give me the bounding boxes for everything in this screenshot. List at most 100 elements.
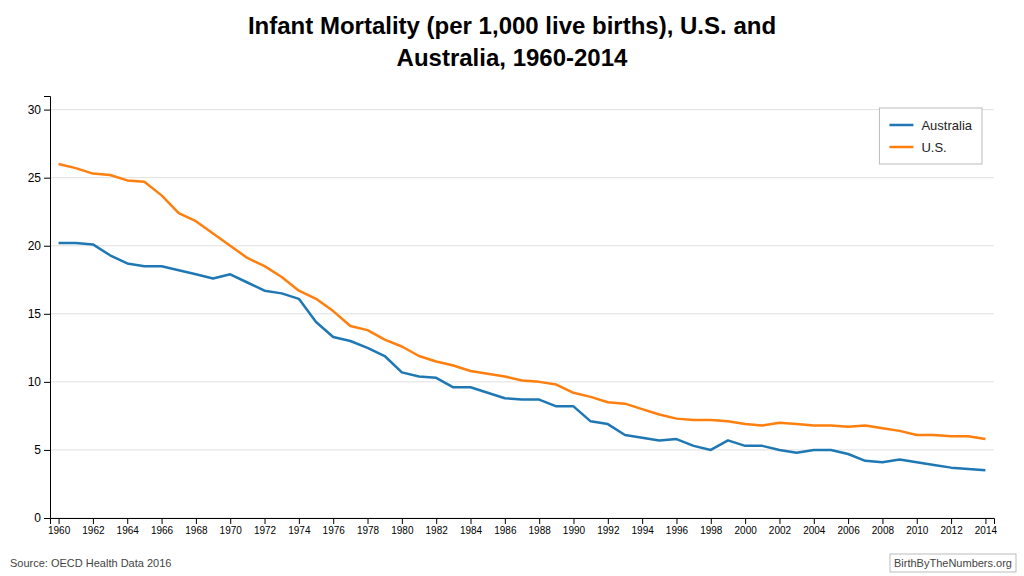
x-tick-label: 1988	[529, 525, 552, 536]
x-tick: 1974	[288, 518, 311, 536]
x-tick-mark	[299, 518, 300, 524]
x-tick-label: 1992	[597, 525, 620, 536]
x-tick-mark	[848, 518, 849, 524]
source: Source: OECD Health Data 2016	[10, 557, 171, 569]
x-tick: 2006	[837, 518, 860, 536]
x-tick-mark	[951, 518, 952, 524]
legend-swatch	[889, 124, 913, 127]
x-tick-label: 1964	[117, 525, 140, 536]
x-tick-label: 1982	[426, 525, 449, 536]
grid-line	[50, 245, 994, 246]
x-tick-mark	[814, 518, 815, 524]
legend-item: Australia	[889, 118, 972, 133]
title: Infant Mortality (per 1,000 live births)…	[248, 12, 776, 39]
y-axis: 051015202530	[28, 97, 51, 526]
x-tick-label: 2012	[940, 525, 963, 536]
x-tick-mark	[573, 518, 574, 524]
x-tick: 2008	[872, 518, 895, 536]
y-tick: 15	[28, 307, 50, 321]
x-axis: 1960 1962 1964 1966 1968 1970 1972 1974 1976 1978…	[48, 518, 998, 536]
x-tick: 2010	[906, 518, 929, 536]
x-tick-label: 2010	[906, 525, 929, 536]
x-tick-mark	[162, 518, 163, 524]
x-tick: 2002	[769, 518, 792, 536]
y-tick-label: 30	[28, 103, 42, 117]
x-tick-label: 1976	[323, 525, 346, 536]
x-tick-mark	[539, 518, 540, 524]
subtitle: Australia, 1960-2014	[397, 44, 628, 71]
x-tick-label: 2014	[975, 525, 998, 536]
x-tick: 2014	[975, 518, 998, 536]
x-tick-mark	[402, 518, 403, 524]
legend: Australia U.S.	[879, 108, 982, 164]
legend-item: U.S.	[889, 140, 946, 155]
x-tick: 1998	[700, 518, 723, 536]
x-tick-mark	[985, 518, 986, 524]
x-tick-mark	[127, 518, 128, 524]
x-tick-label: 1980	[391, 525, 414, 536]
y-tick-label: 0	[34, 511, 41, 525]
x-tick: 1962	[82, 518, 105, 536]
y-tick-mark	[44, 450, 50, 451]
x-axis-line	[51, 519, 995, 525]
legend-label: U.S.	[921, 140, 946, 155]
y-tick-mark	[44, 110, 50, 111]
y-tick-mark	[44, 382, 50, 383]
x-tick-mark	[917, 518, 918, 524]
x-tick: 1964	[117, 518, 140, 536]
y-tick-mark	[44, 518, 50, 519]
x-tick-label: 1972	[254, 525, 277, 536]
x-tick-label: 2000	[735, 525, 758, 536]
x-tick: 1988	[529, 518, 552, 536]
x-tick-label: 1994	[632, 525, 655, 536]
x-tick-mark	[59, 518, 60, 524]
x-tick-mark	[93, 518, 94, 524]
x-tick-label: 2004	[803, 525, 826, 536]
x-tick-label: 1966	[151, 525, 174, 536]
x-tick-mark	[608, 518, 609, 524]
x-tick-label: 1984	[460, 525, 483, 536]
x-tick: 1994	[632, 518, 655, 536]
x-tick: 2004	[803, 518, 826, 536]
grid-line	[50, 109, 994, 110]
x-tick-mark	[471, 518, 472, 524]
x-tick: 1982	[426, 518, 449, 536]
x-tick-mark	[711, 518, 712, 524]
y-tick-label: 25	[28, 171, 42, 185]
x-tick: 1978	[357, 518, 380, 536]
legend-label: Australia	[921, 118, 972, 133]
series-line	[59, 164, 986, 439]
x-tick: 2000	[735, 518, 758, 536]
x-tick-mark	[642, 518, 643, 524]
x-tick-mark	[265, 518, 266, 524]
x-tick-mark	[882, 518, 883, 524]
x-tick-label: 1968	[185, 525, 208, 536]
x-tick-label: 1986	[494, 525, 517, 536]
x-tick: 1980	[391, 518, 414, 536]
x-tick: 1968	[185, 518, 208, 536]
x-tick-label: 1998	[700, 525, 723, 536]
grid-line	[50, 177, 994, 178]
y-tick-mark	[44, 314, 50, 315]
x-tick-mark	[196, 518, 197, 524]
x-tick-label: 2002	[769, 525, 792, 536]
y-tick-label: 15	[28, 307, 42, 321]
x-tick: 2012	[940, 518, 963, 536]
x-tick-mark	[745, 518, 746, 524]
x-tick-mark	[368, 518, 369, 524]
x-tick-label: 1960	[48, 525, 71, 536]
chart: 1960 1962 1964 1966 1968 1970 1972 1974 1976 1978…	[0, 0, 1024, 576]
x-tick: 1986	[494, 518, 517, 536]
x-tick: 1970	[220, 518, 243, 536]
y-tick-label: 10	[28, 375, 42, 389]
x-tick: 1992	[597, 518, 620, 536]
legend-box	[879, 108, 982, 164]
x-tick-label: 2006	[837, 525, 860, 536]
x-tick-label: 1962	[82, 525, 105, 536]
y-tick: 25	[28, 171, 50, 185]
x-tick-label: 1974	[288, 525, 311, 536]
x-tick-label: 1970	[220, 525, 243, 536]
y-tick-mark	[44, 178, 50, 179]
y-tick-mark	[44, 246, 50, 247]
x-tick: 1976	[323, 518, 346, 536]
